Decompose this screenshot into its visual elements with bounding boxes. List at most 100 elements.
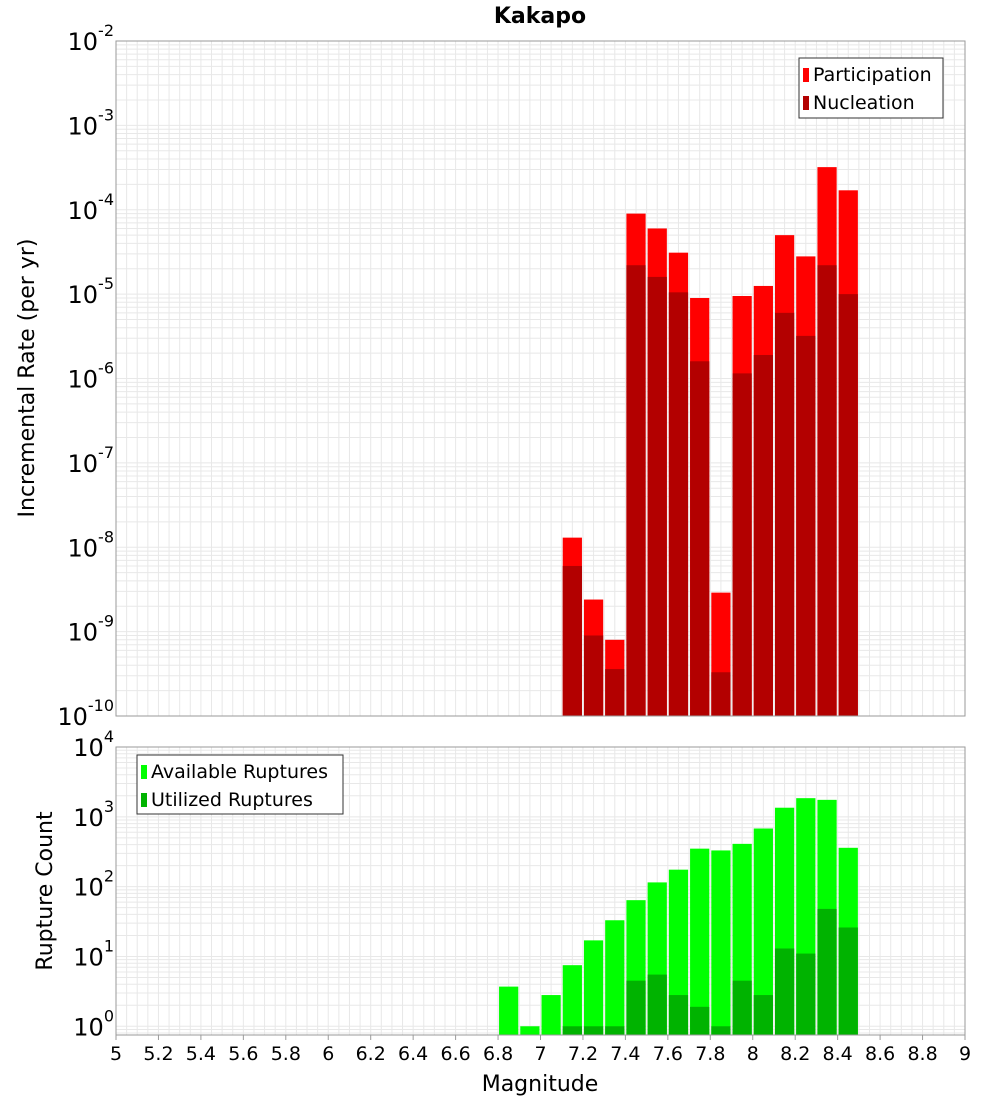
bar <box>690 1006 710 1035</box>
x-tick-label: 5 <box>110 1043 122 1065</box>
bar <box>605 920 625 1035</box>
bar <box>499 986 519 1035</box>
bar <box>626 265 646 716</box>
x-tick-label: 6.6 <box>440 1043 470 1065</box>
y-axis-label: Rupture Count <box>33 811 58 971</box>
y-tick-label: 10-7 <box>68 443 115 478</box>
bar <box>520 1026 540 1035</box>
x-tick-label: 8.4 <box>823 1043 853 1065</box>
x-tick-label: 5.6 <box>228 1043 258 1065</box>
legend-swatch <box>803 68 809 82</box>
y-tick-labels: 10-2 10-3 10-4 10-5 10-6 10-7 10-8 10-9 10-10 <box>57 21 114 731</box>
legend: Available Ruptures Utilized Ruptures <box>136 754 344 815</box>
x-tick-label: 8.2 <box>780 1043 810 1065</box>
series-nucleation <box>562 265 858 716</box>
bar <box>838 294 858 716</box>
legend-label: Nucleation <box>813 92 915 114</box>
bar <box>605 1026 625 1035</box>
y-tick-label: 10-4 <box>68 190 115 225</box>
y-tick-label: 100 <box>73 1006 114 1041</box>
bar <box>541 995 561 1035</box>
x-tick-label: 6.4 <box>398 1043 428 1065</box>
series-utilized-ruptures <box>562 908 858 1035</box>
rupture-count-panel: 104 103 102 101 100 Rupture Count Available Ru… <box>33 727 966 1041</box>
bar <box>817 908 837 1035</box>
legend-box <box>136 754 344 815</box>
legend: Participation Nucleation <box>798 57 944 119</box>
x-tick-label: 8.6 <box>865 1043 895 1065</box>
bar <box>668 869 689 1035</box>
bar <box>732 373 752 716</box>
bar <box>583 1026 604 1035</box>
bar <box>562 1026 582 1035</box>
plot-frame <box>115 40 966 717</box>
y-tick-label: 10-2 <box>68 21 115 56</box>
bar <box>753 828 773 1035</box>
bar <box>562 965 582 1035</box>
bar <box>774 948 795 1035</box>
y-tick-label: 10-6 <box>68 359 115 394</box>
x-tick-label: 8.8 <box>907 1043 937 1065</box>
x-axis: 5 5.2 5.4 5.6 5.8 6 6.2 6.4 6.6 6.8 7 7.2 7.4 7.6 7.8 8… <box>110 1035 971 1065</box>
x-tick-label: 7.8 <box>695 1043 725 1065</box>
legend-swatch <box>803 96 809 110</box>
x-tick-label: 5.2 <box>143 1043 173 1065</box>
y-tick-label: 10-9 <box>68 612 115 647</box>
y-tick-label: 10-3 <box>68 105 115 140</box>
legend-box <box>798 57 944 119</box>
bar <box>647 974 667 1035</box>
legend-swatch <box>141 793 147 807</box>
rate-panel: 10-2 10-3 10-4 10-5 10-6 10-7 10-8 10-9 10-10 Inc… <box>15 21 966 731</box>
chart-title: Kakapo <box>494 4 586 29</box>
bar <box>753 995 773 1035</box>
x-tick-label: 7.6 <box>653 1043 683 1065</box>
bar <box>711 672 731 716</box>
bar <box>647 276 667 716</box>
y-tick-label: 104 <box>73 727 114 762</box>
x-tick-label: 6.8 <box>483 1043 513 1065</box>
bar <box>562 565 582 716</box>
x-tick-label: 7 <box>534 1043 546 1065</box>
bar <box>753 354 773 716</box>
x-tick-label: 8 <box>747 1043 759 1065</box>
series-available-ruptures <box>499 798 858 1035</box>
bar <box>626 980 646 1035</box>
bar <box>583 940 604 1035</box>
y-tick-label: 10-8 <box>68 527 115 562</box>
legend-swatch <box>141 765 147 779</box>
x-tick-label: 7.4 <box>610 1043 640 1065</box>
x-tick-label: 6.2 <box>356 1043 386 1065</box>
bar <box>796 335 816 716</box>
y-tick-label: 102 <box>73 867 114 902</box>
bar <box>690 848 710 1035</box>
bar <box>605 669 625 716</box>
bar <box>774 312 795 716</box>
grid <box>115 41 966 717</box>
bar <box>583 635 604 716</box>
x-tick-label: 7.2 <box>568 1043 598 1065</box>
legend-label: Participation <box>813 64 932 86</box>
bar <box>817 265 837 716</box>
y-tick-label: 10-5 <box>68 274 115 309</box>
y-tick-label: 101 <box>73 936 114 971</box>
x-tick-label: 5.8 <box>271 1043 301 1065</box>
bar <box>690 361 710 716</box>
x-tick-label: 6 <box>322 1043 334 1065</box>
bar <box>711 1026 731 1035</box>
y-tick-labels: 104 103 102 101 100 <box>73 727 114 1041</box>
bar <box>668 292 689 716</box>
legend-label: Utilized Ruptures <box>151 789 313 811</box>
legend-label: Available Ruptures <box>151 761 328 783</box>
x-axis-label: Magnitude <box>482 1072 599 1097</box>
bar <box>838 927 858 1035</box>
bar <box>711 850 731 1035</box>
y-tick-label: 103 <box>73 797 114 832</box>
x-tick-label: 9 <box>959 1043 971 1065</box>
y-tick-label: 10-10 <box>57 696 114 731</box>
bar <box>732 980 752 1035</box>
bar <box>796 953 816 1035</box>
x-tick-label: 5.4 <box>186 1043 216 1065</box>
y-axis-label: Incremental Rate (per yr) <box>15 239 40 518</box>
